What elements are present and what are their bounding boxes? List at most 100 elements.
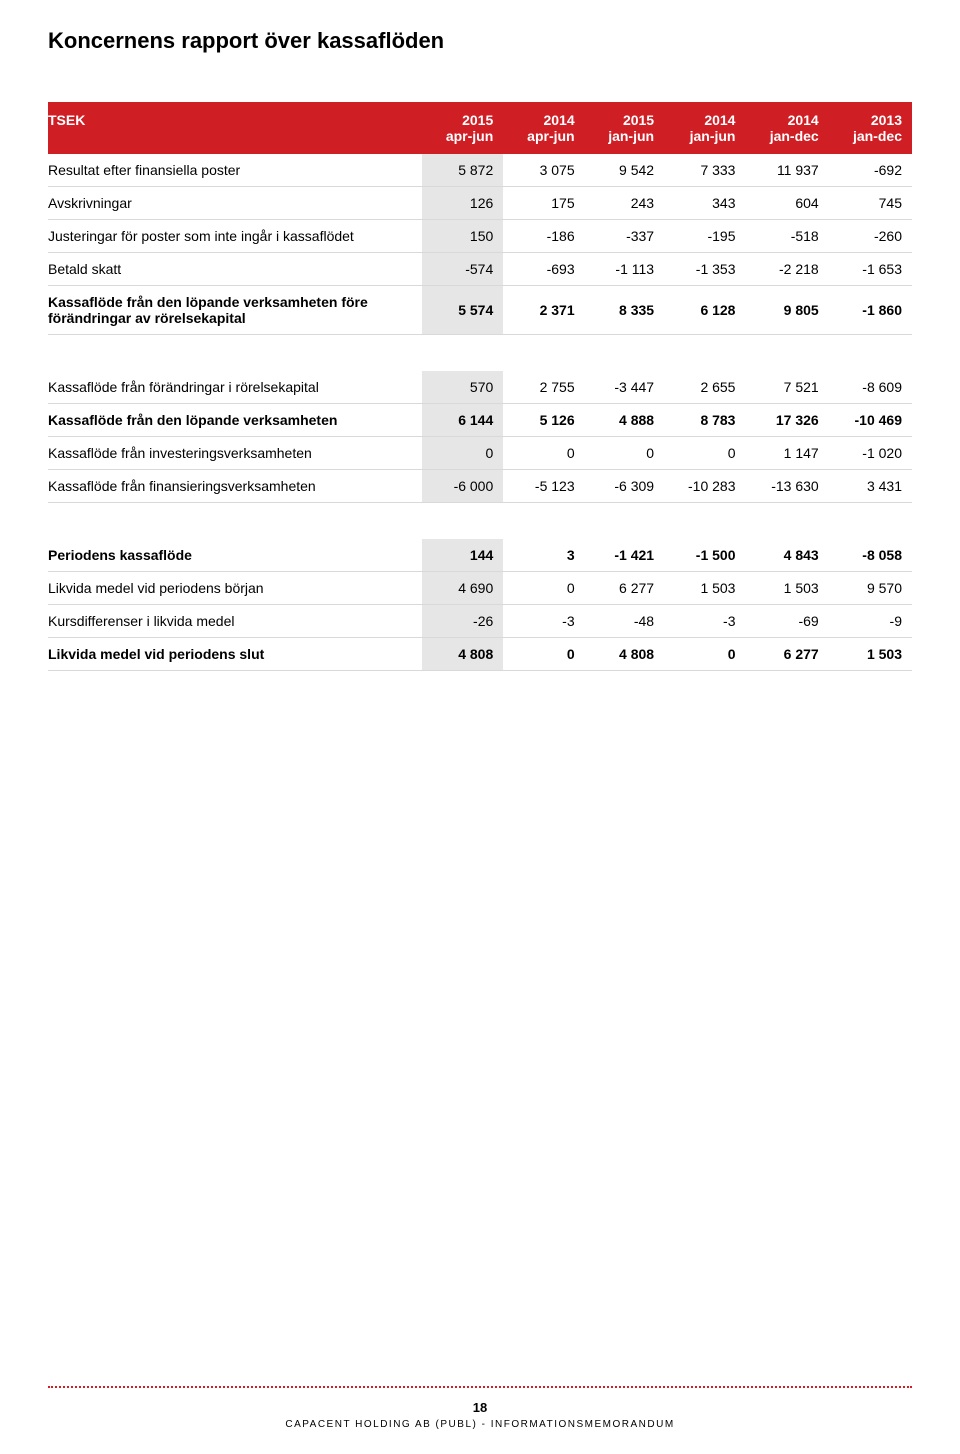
header-label: TSEK bbox=[48, 102, 422, 154]
row-value: 6 277 bbox=[745, 638, 828, 671]
table-row: Resultat efter finansiella poster5 8723 … bbox=[48, 154, 912, 187]
row-value: 8 783 bbox=[664, 404, 745, 437]
row-value: -260 bbox=[829, 220, 912, 253]
row-label: Periodens kassaflöde bbox=[48, 539, 422, 572]
row-value: 604 bbox=[745, 187, 828, 220]
row-label: Likvida medel vid periodens slut bbox=[48, 638, 422, 671]
spacer-row bbox=[48, 335, 912, 372]
row-label: Avskrivningar bbox=[48, 187, 422, 220]
row-value: 0 bbox=[503, 572, 584, 605]
row-value: 4 808 bbox=[585, 638, 664, 671]
row-value: -1 353 bbox=[664, 253, 745, 286]
table-body: Resultat efter finansiella poster5 872 3 … bbox=[48, 154, 912, 671]
row-value: 17 326 bbox=[745, 404, 828, 437]
table-row: Kursdifferenser i likvida medel-26-3-48-… bbox=[48, 605, 912, 638]
row-value: 11 937 bbox=[745, 154, 828, 187]
row-value: 7 333 bbox=[664, 154, 745, 187]
row-value: 3 bbox=[503, 539, 584, 572]
row-label: Kassaflöde från finansieringsverksamhete… bbox=[48, 470, 422, 503]
spacer-row bbox=[48, 503, 912, 540]
row-value: -186 bbox=[503, 220, 584, 253]
table-row: Likvida medel vid periodens slut4 80804 … bbox=[48, 638, 912, 671]
table-row: Likvida medel vid periodens början4 6900… bbox=[48, 572, 912, 605]
row-value: 126 bbox=[422, 187, 503, 220]
row-value: 0 bbox=[664, 638, 745, 671]
row-value: 4 690 bbox=[422, 572, 503, 605]
row-label: Betald skatt bbox=[48, 253, 422, 286]
row-value: -1 421 bbox=[585, 539, 664, 572]
table-row: Kassaflöde från förändringar i rörelseka… bbox=[48, 371, 912, 404]
page: Koncernens rapport över kassaflöden TSEK… bbox=[0, 0, 960, 1454]
page-footer: 18 CAPACENT HOLDING AB (PUBL) - INFORMAT… bbox=[0, 1386, 960, 1430]
row-value: 0 bbox=[422, 437, 503, 470]
row-value: 144 bbox=[422, 539, 503, 572]
row-label: Justeringar för poster som inte ingår i … bbox=[48, 220, 422, 253]
row-value: 4 808 bbox=[422, 638, 503, 671]
table-row: Kassaflöde från den löpande verksamheten… bbox=[48, 286, 912, 335]
row-value: 9 805 bbox=[745, 286, 828, 335]
row-value: 6 277 bbox=[585, 572, 664, 605]
row-value: 150 bbox=[422, 220, 503, 253]
row-value: -6 000 bbox=[422, 470, 503, 503]
row-value: 8 335 bbox=[585, 286, 664, 335]
row-value: 1 503 bbox=[745, 572, 828, 605]
row-value: -692 bbox=[829, 154, 912, 187]
row-value: -26 bbox=[422, 605, 503, 638]
row-value: -2 218 bbox=[745, 253, 828, 286]
table-row: Kassaflöde från investeringsverksamheten… bbox=[48, 437, 912, 470]
row-value: -5 123 bbox=[503, 470, 584, 503]
row-value: -1 860 bbox=[829, 286, 912, 335]
row-value: -574 bbox=[422, 253, 503, 286]
row-value: -693 bbox=[503, 253, 584, 286]
row-value: -10 283 bbox=[664, 470, 745, 503]
table-row: Avskrivningar126175243343604745 bbox=[48, 187, 912, 220]
row-label: Kassaflöde från investeringsverksamheten bbox=[48, 437, 422, 470]
row-value: -8 058 bbox=[829, 539, 912, 572]
row-value: -3 bbox=[664, 605, 745, 638]
row-value: -10 469 bbox=[829, 404, 912, 437]
row-value: -337 bbox=[585, 220, 664, 253]
table-row: Periodens kassaflöde1443-1 421-1 5004 84… bbox=[48, 539, 912, 572]
row-value: -1 653 bbox=[829, 253, 912, 286]
row-value: -3 447 bbox=[585, 371, 664, 404]
table-row: Kassaflöde från den löpande verksamheten… bbox=[48, 404, 912, 437]
header-col: 2015apr-jun bbox=[422, 102, 503, 154]
row-value: 745 bbox=[829, 187, 912, 220]
row-value: 9 542 bbox=[585, 154, 664, 187]
row-value: 243 bbox=[585, 187, 664, 220]
row-value: 9 570 bbox=[829, 572, 912, 605]
row-value: -518 bbox=[745, 220, 828, 253]
footer-divider bbox=[48, 1386, 912, 1388]
row-value: -48 bbox=[585, 605, 664, 638]
table-row: Betald skatt-574-693-1 113-1 353-2 218-1… bbox=[48, 253, 912, 286]
row-label: Kassaflöde från förändringar i rörelseka… bbox=[48, 371, 422, 404]
row-value: -1 020 bbox=[829, 437, 912, 470]
row-value: -13 630 bbox=[745, 470, 828, 503]
table-row: Kassaflöde från finansieringsverksamhete… bbox=[48, 470, 912, 503]
table-row: Justeringar för poster som inte ingår i … bbox=[48, 220, 912, 253]
row-value: 5 126 bbox=[503, 404, 584, 437]
row-value: -69 bbox=[745, 605, 828, 638]
row-value: -1 113 bbox=[585, 253, 664, 286]
row-value: 0 bbox=[664, 437, 745, 470]
row-value: -9 bbox=[829, 605, 912, 638]
row-value: 1 503 bbox=[664, 572, 745, 605]
row-value: 2 371 bbox=[503, 286, 584, 335]
row-label: Kassaflöde från den löpande verksamheten bbox=[48, 404, 422, 437]
row-value: -3 bbox=[503, 605, 584, 638]
header-col: 2015jan-jun bbox=[585, 102, 664, 154]
row-value: 5 574 bbox=[422, 286, 503, 335]
row-value: 5 872 bbox=[422, 154, 503, 187]
row-value: 1 147 bbox=[745, 437, 828, 470]
row-label: Kursdifferenser i likvida medel bbox=[48, 605, 422, 638]
header-col: 2013jan-dec bbox=[829, 102, 912, 154]
row-value: 175 bbox=[503, 187, 584, 220]
row-value: 3 431 bbox=[829, 470, 912, 503]
header-col: 2014apr-jun bbox=[503, 102, 584, 154]
row-value: -8 609 bbox=[829, 371, 912, 404]
footer-text: CAPACENT HOLDING AB (PUBL) - INFORMATION… bbox=[0, 1419, 960, 1430]
row-value: 6 128 bbox=[664, 286, 745, 335]
row-label: Resultat efter finansiella poster bbox=[48, 154, 422, 187]
table-header: TSEK 2015apr-jun 2014apr-jun 2015jan-jun… bbox=[48, 102, 912, 154]
row-value: 1 503 bbox=[829, 638, 912, 671]
